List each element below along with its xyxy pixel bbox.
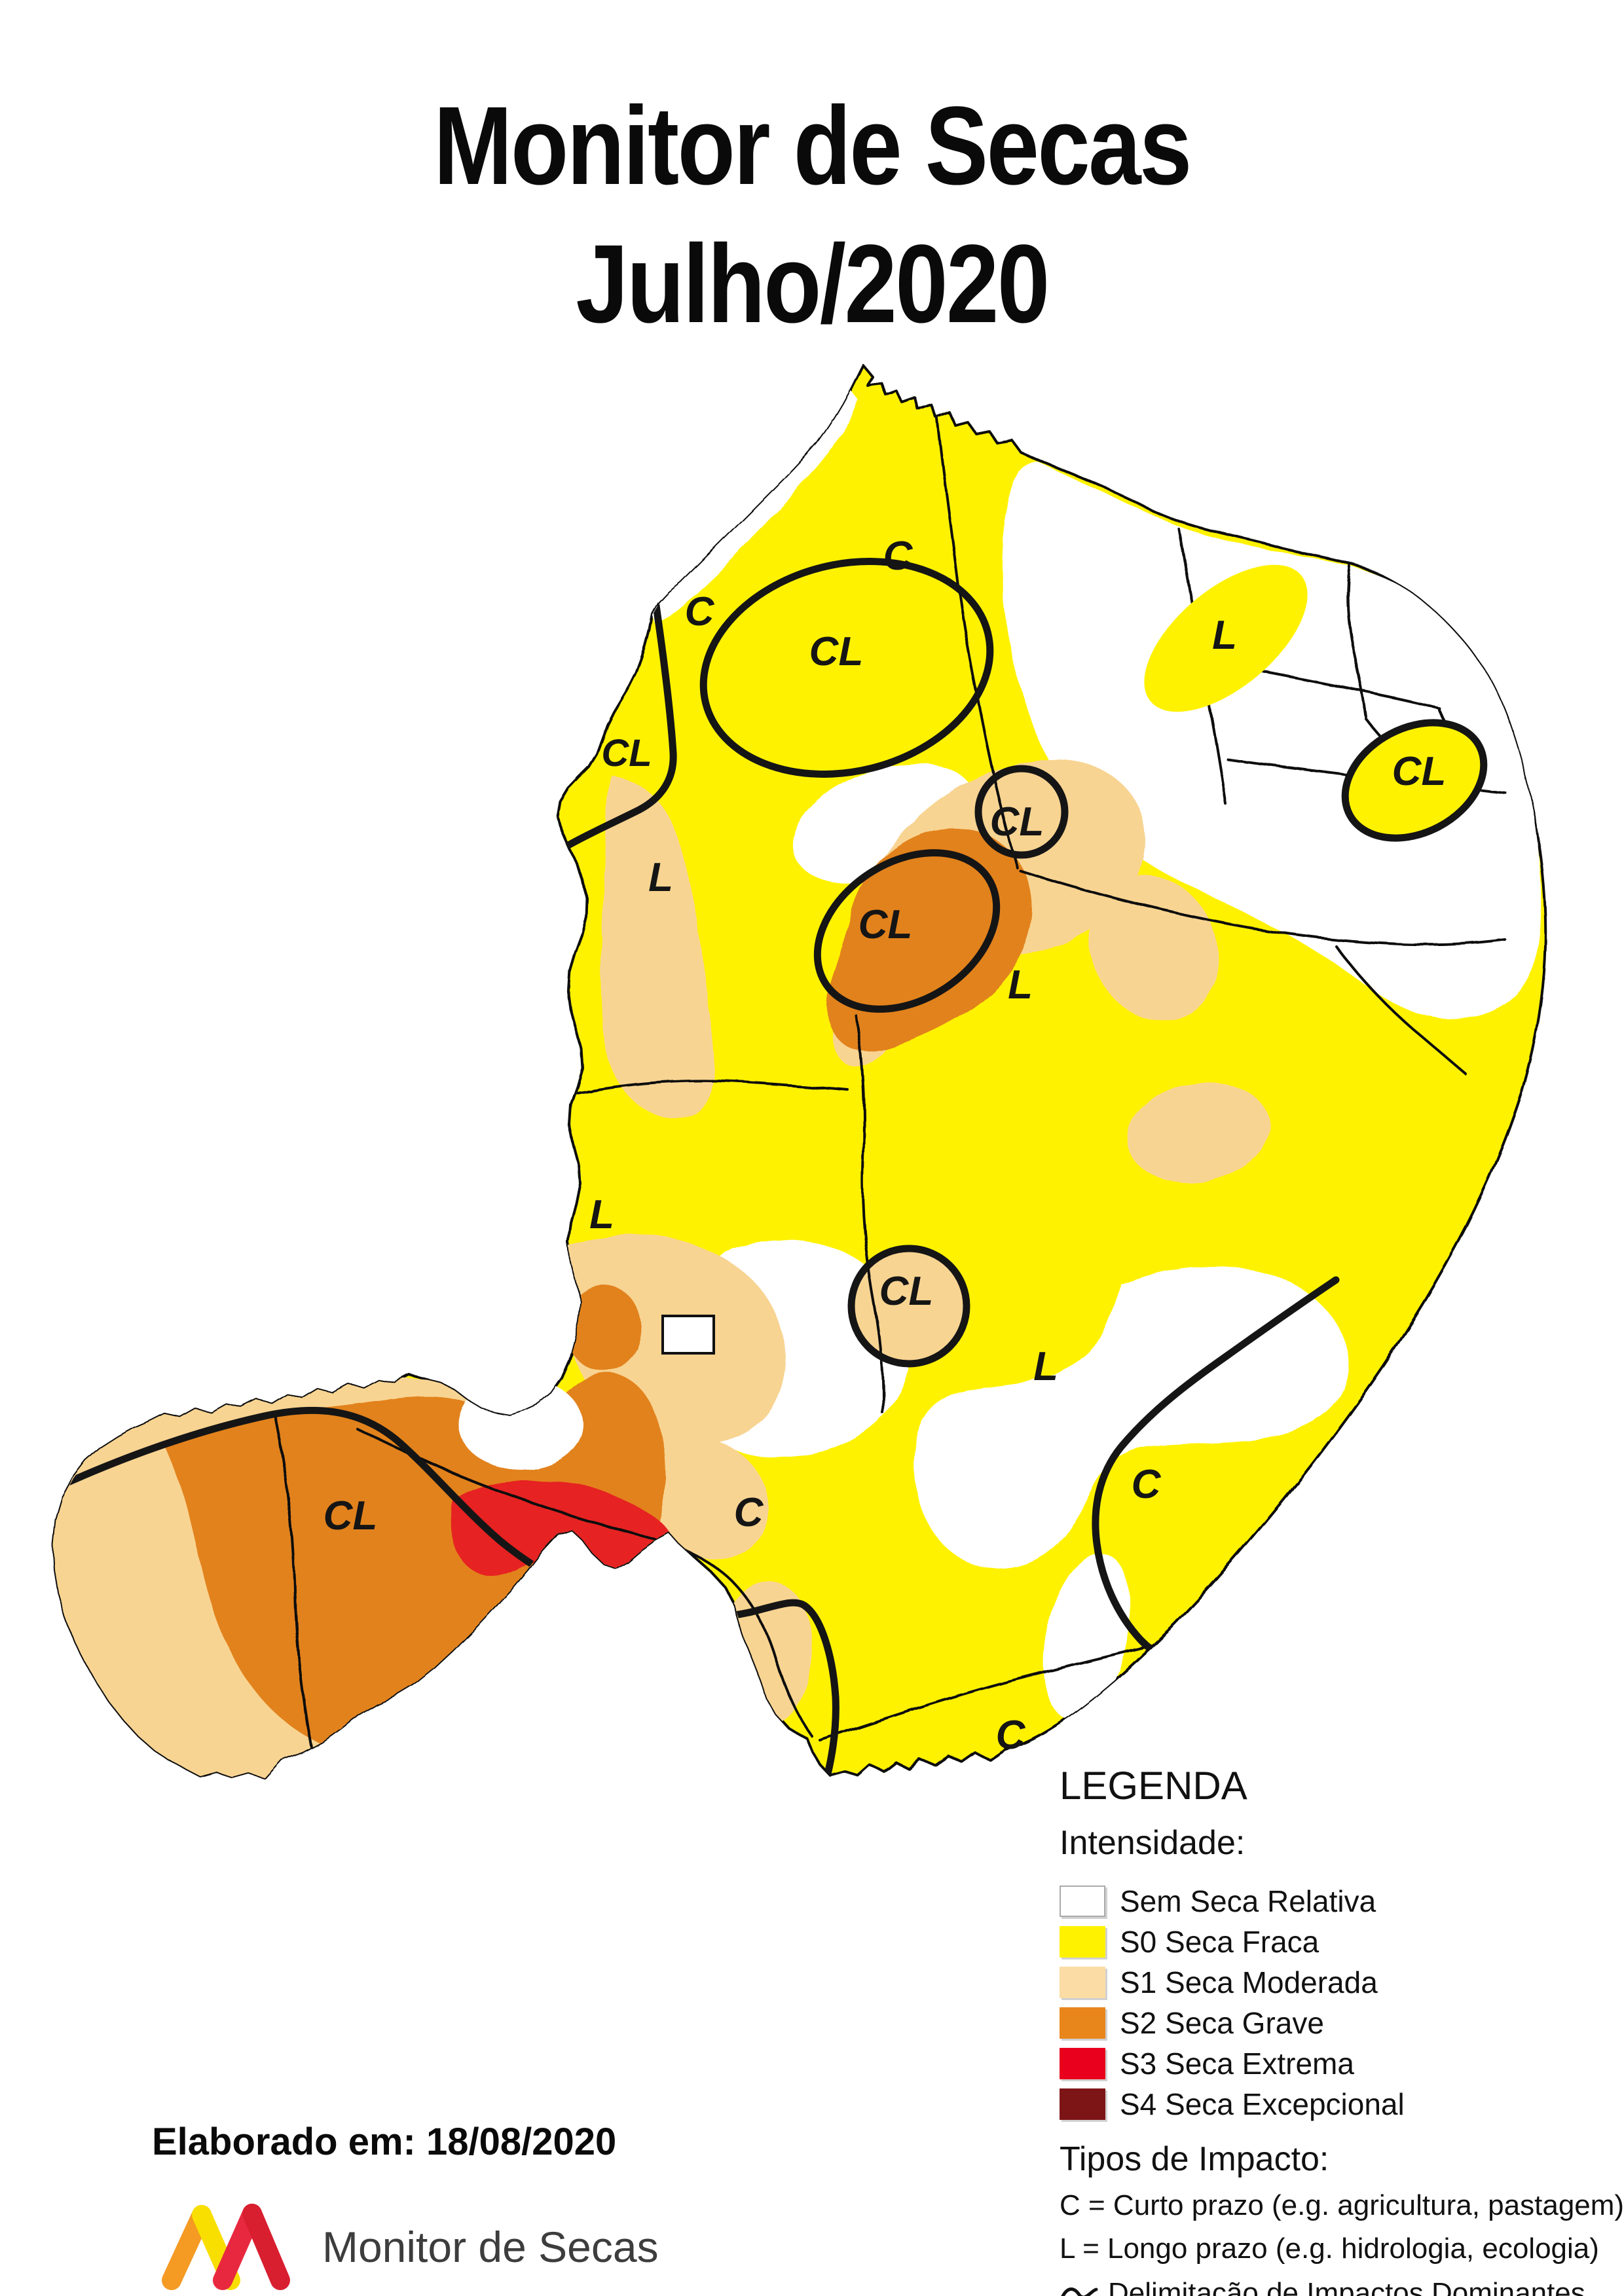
impact-label-c-east: C xyxy=(1132,1462,1162,1507)
region-s1-upper-right xyxy=(1126,1082,1270,1183)
legend-row-sem-seca: Sem Seca Relativa xyxy=(1060,1884,1623,1918)
legend-label-s4: S4 Seca Excepcional xyxy=(1120,2087,1405,2122)
legend-row-s2: S2 Seca Grave xyxy=(1060,2006,1623,2040)
map-impact-labels: C C CL L CL CL CL CL L L L CL L CL C C C xyxy=(323,534,1447,1758)
region-s2-west-blob xyxy=(565,1285,641,1371)
swatch-rect-s4 xyxy=(1060,2088,1105,2121)
delimitation-ellipse-center xyxy=(813,849,1001,1013)
swatch-s2 xyxy=(1060,2007,1105,2039)
swatch-s3 xyxy=(1060,2048,1105,2080)
region-s1-west-strip xyxy=(601,776,715,1119)
impact-label-cl-ne-bean: CL xyxy=(1392,749,1447,794)
brand-row: Monitor de Secas xyxy=(152,2198,659,2296)
region-no-drought-neck xyxy=(458,1378,583,1470)
legend-delimitation-label: Delimitação de Impactos Dominantes xyxy=(1108,2277,1585,2296)
brand-name: Monitor de Secas xyxy=(322,2223,659,2271)
impact-label-c-north: C xyxy=(883,534,913,579)
swatch-rect-s2 xyxy=(1060,2007,1105,2039)
impact-label-l-northeast: L xyxy=(1212,613,1237,658)
legend-title: LEGENDA xyxy=(1060,1764,1247,1808)
swatch-s1 xyxy=(1060,1967,1105,1999)
delimitation-line-icon xyxy=(1061,2287,1098,2296)
legend-label-s1: S1 Seca Moderada xyxy=(1120,1965,1378,2000)
swatch-rect-sem-seca xyxy=(1060,1886,1105,1918)
delimitation-circle-center-north xyxy=(974,765,1069,859)
region-no-drought-central-south xyxy=(913,1266,1349,1569)
impact-label-c-northwest: C xyxy=(685,589,715,634)
legend-label-s3: S3 Seca Extrema xyxy=(1120,2047,1354,2081)
impact-label-c-south-coast: C xyxy=(996,1713,1026,1758)
region-s1-cl-circle-fill xyxy=(853,1250,965,1362)
swatch-rect-s3 xyxy=(1060,2048,1105,2080)
impact-label-c-south-center: C xyxy=(734,1490,764,1535)
legend-intensity-rows: Sem Seca Relativa S0 Seca Fraca S1 Seca … xyxy=(1060,1884,1623,2121)
impact-label-l-west-mid: L xyxy=(589,1192,614,1237)
title-line-2: Julho/2020 xyxy=(576,221,1050,346)
legend: LEGENDA Intensidade: Sem Seca Relativa S… xyxy=(1060,1764,1624,2296)
legend-impact-heading: Tipos de Impacto: xyxy=(1060,2140,1329,2179)
swatch-rect-s0 xyxy=(1060,1926,1105,1958)
region-s2-central xyxy=(826,828,1033,1052)
impact-label-l-center: L xyxy=(1008,962,1033,1008)
delimitation-ellipse-ne-bean xyxy=(1341,719,1488,842)
legend-row-s0: S0 Seca Fraca xyxy=(1060,1925,1623,1959)
map-body xyxy=(52,364,1547,1779)
legend-label-s0: S0 Seca Fraca xyxy=(1120,1925,1320,1959)
impact-area-ne-bean xyxy=(1345,722,1484,839)
legend-impact-l: L = Longo prazo (e.g. hidrologia, ecolog… xyxy=(1060,2232,1599,2265)
title-line-1: Monitor de Secas xyxy=(434,84,1192,208)
page-title: Monitor de Secas Julho/2020 xyxy=(0,77,1624,354)
legend-row-s4: S4 Seca Excepcional xyxy=(1060,2087,1623,2121)
impact-label-cl-south-circle: CL xyxy=(879,1269,934,1314)
swatch-sem-seca xyxy=(1060,1886,1105,1918)
swatch-s0 xyxy=(1060,1926,1105,1958)
legend-label-s2: S2 Seca Grave xyxy=(1120,2006,1324,2041)
impact-label-cl-center-ellipse: CL xyxy=(858,902,913,947)
legend-row-s3: S3 Seca Extrema xyxy=(1060,2047,1623,2081)
impact-label-l-west-strip: L xyxy=(648,855,673,900)
impact-label-l-south-center: L xyxy=(1033,1344,1058,1389)
region-no-drought-ne xyxy=(1001,461,1541,1019)
region-s1-central-tail xyxy=(1089,875,1219,1021)
delimitation-ellipse-cl-north xyxy=(699,558,994,778)
elaborated-date: Elaborado em: 18/08/2020 xyxy=(152,2121,617,2163)
impact-label-cl-north-ellipse: CL xyxy=(809,629,864,674)
legend-impact-c: C = Curto prazo (e.g. agricultura, pasta… xyxy=(1060,2189,1624,2222)
legend-label-sem-seca: Sem Seca Relativa xyxy=(1120,1884,1376,1919)
swatch-s4 xyxy=(1060,2088,1105,2121)
impact-label-cl-west-edge: CL xyxy=(601,732,652,774)
legend-intensity-heading: Intensidade: xyxy=(1060,1824,1246,1862)
delimitation-circle-center-south xyxy=(847,1245,970,1368)
swatch-rect-s1 xyxy=(1060,1967,1105,1999)
footer: Elaborado em: 18/08/2020 Monitor de Seca… xyxy=(152,2120,659,2296)
legend-delimitation-row: Delimitação de Impactos Dominantes xyxy=(1060,2277,1623,2296)
monitor-de-secas-logo-icon xyxy=(162,2204,290,2290)
delimitation-curve-west xyxy=(564,602,677,849)
impact-label-cl-center-circle: CL xyxy=(990,799,1044,845)
impact-area-ne-l-band xyxy=(1144,564,1308,712)
legend-row-s1: S1 Seca Moderada xyxy=(1060,1965,1623,1999)
region-s1-saddle xyxy=(640,1436,768,1559)
map-inset-rectangle xyxy=(661,1315,715,1355)
impact-label-cl-southwest: CL xyxy=(323,1493,378,1539)
